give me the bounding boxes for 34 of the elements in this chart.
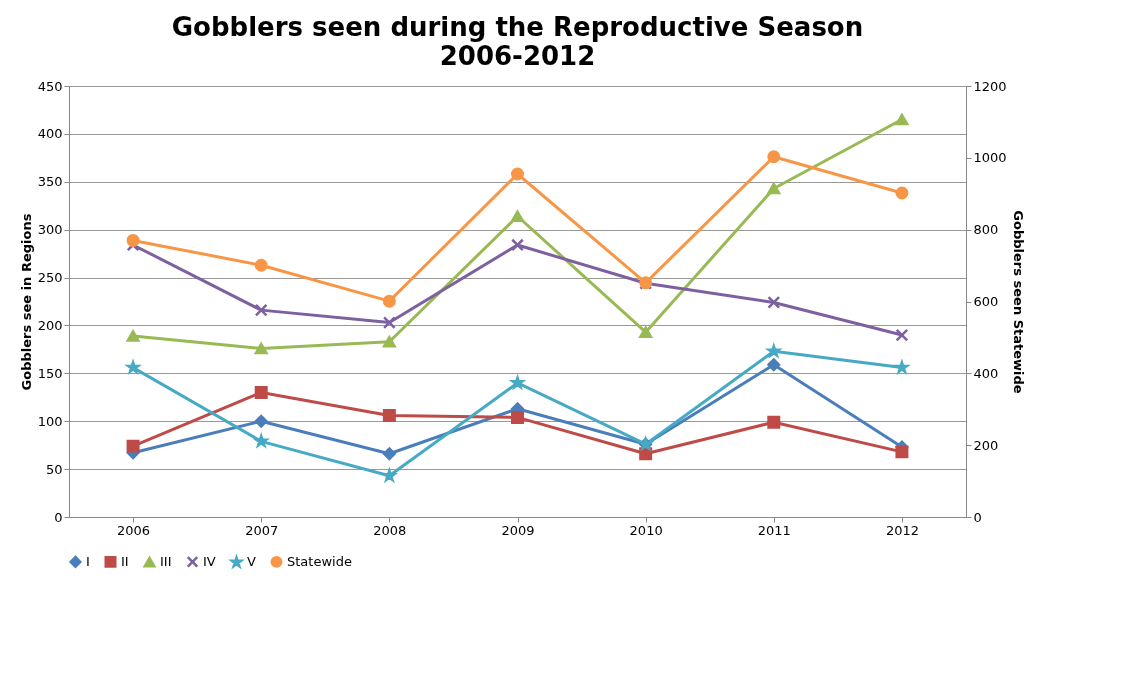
- chart-title: Gobblers seen during the Reproductive Season: [171, 12, 864, 42]
- x-tick-label: 2006: [117, 522, 151, 538]
- y-axis-title: Gobblers see in Regions: [18, 213, 34, 391]
- y-tick-label: 100: [37, 413, 63, 429]
- legend-label: Statewide: [287, 553, 352, 569]
- y-tick-label: 200: [37, 317, 63, 333]
- chart-subtitle: 2006-2012: [439, 41, 596, 71]
- y2-tick-label: 0: [973, 509, 982, 525]
- y-tick-label: 400: [37, 126, 63, 142]
- legend-label: IV: [203, 553, 216, 569]
- y-tick-label: 250: [37, 270, 63, 286]
- y-tick-label: 350: [37, 174, 63, 190]
- legend-label: III: [160, 554, 172, 570]
- x-tick-label: 2009: [501, 522, 535, 538]
- x-tick-label: 2011: [757, 522, 791, 538]
- y-tick-label: 0: [54, 509, 63, 525]
- y2-tick-label: 1000: [973, 150, 1007, 166]
- y-tick-label: 300: [37, 222, 63, 238]
- x-tick-label: 2010: [629, 522, 663, 538]
- y-tick-label: 50: [45, 461, 63, 477]
- y2-tick-label: 400: [973, 365, 999, 381]
- x-tick-label: 2012: [885, 522, 919, 538]
- y2-tick-label: 200: [973, 437, 999, 453]
- x-tick-label: 2008: [373, 522, 407, 538]
- x-tick-label: 2007: [245, 522, 279, 538]
- legend-label: V: [247, 554, 256, 570]
- y2-axis-title: Gobblers seen Statewide: [1010, 210, 1026, 394]
- legend-label: II: [121, 553, 129, 569]
- legend-label: I: [86, 553, 90, 569]
- y-tick-label: 450: [37, 78, 63, 94]
- y2-tick-label: 600: [973, 294, 999, 309]
- y2-tick-label: 800: [973, 222, 999, 238]
- y-tick-label: 150: [37, 365, 63, 381]
- y2-tick-label: 1200: [973, 78, 1007, 94]
